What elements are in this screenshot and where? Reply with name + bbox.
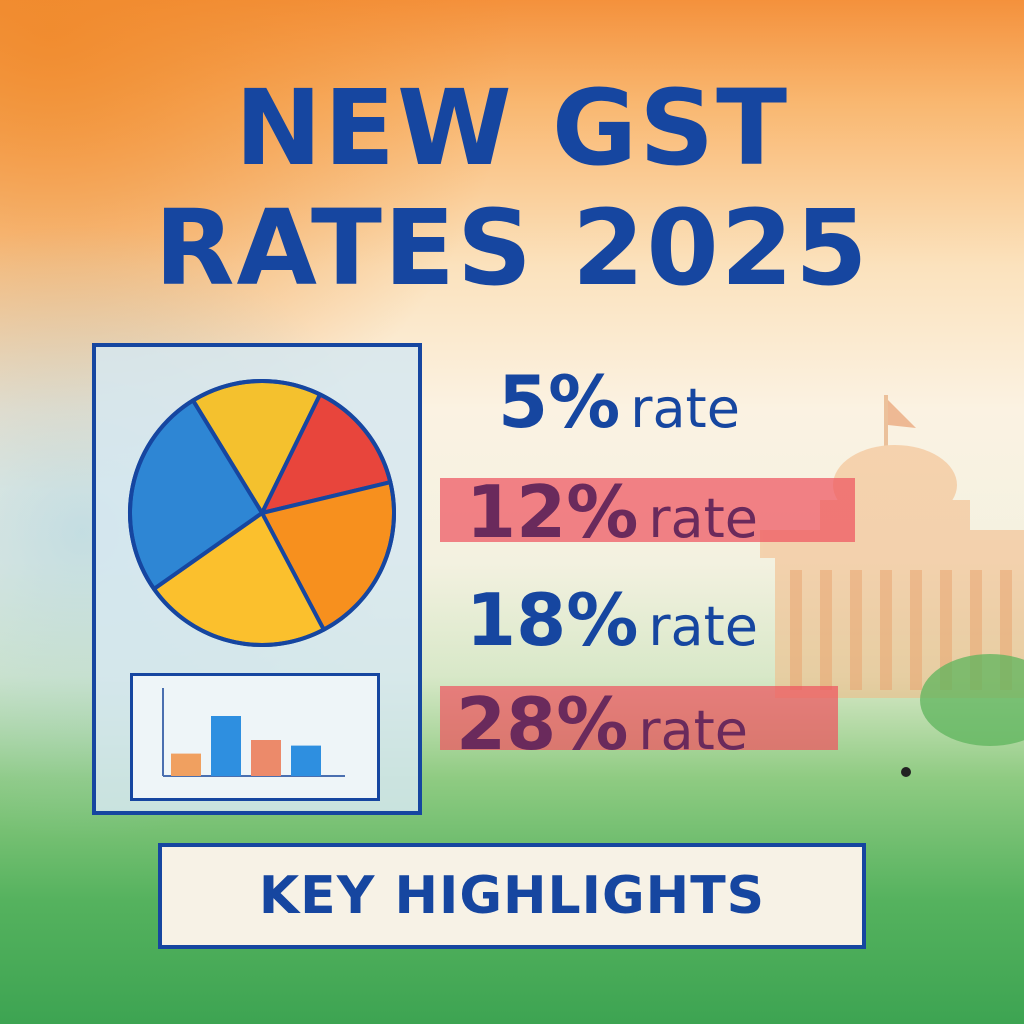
rate-highlight-bar [440,686,838,750]
rate-label-5: 5% rate [498,366,740,438]
rate-highlight-bar [440,478,855,542]
rate-row-28: 28% rate [0,678,1024,760]
rate-percent: 18% [466,578,639,662]
pie-outline [128,379,396,647]
page-title-line-1: NEW GST [234,67,790,189]
key-highlights-label: KEY HIGHLIGHTS [258,866,766,926]
rate-row-18: 18% rate [0,580,1024,660]
infographic-panel [92,343,422,815]
rate-label-28: 28% rate [456,688,748,760]
rate-percent: 28% [456,682,629,766]
ink-dot [901,767,911,777]
rate-label-12: 12% rate [466,476,758,548]
rate-word: rate [648,595,759,658]
mini-bar-chart-illustration [162,688,345,777]
rate-word: rate [630,377,740,440]
rate-word: rate [648,487,759,550]
rate-row-12: 12% rate [0,468,1024,548]
rate-percent: 12% [466,470,639,554]
rate-row-5: 5% rate [0,360,1024,440]
rate-percent: 5% [498,360,621,444]
mini-bar-3 [251,740,281,776]
pie-chart-illustration [128,379,396,647]
tree-foliage [920,654,1024,746]
rate-label-18: 18% rate [466,584,758,656]
mini-bar-4 [291,745,321,776]
rate-word: rate [638,699,749,762]
mini-bar-chart-frame [130,673,380,801]
mini-bar-1 [171,753,201,776]
key-highlights-banner: KEY HIGHLIGHTS [158,843,866,949]
mini-bar-2 [211,716,241,776]
page-title-line-2: RATES 2025 [154,187,870,309]
